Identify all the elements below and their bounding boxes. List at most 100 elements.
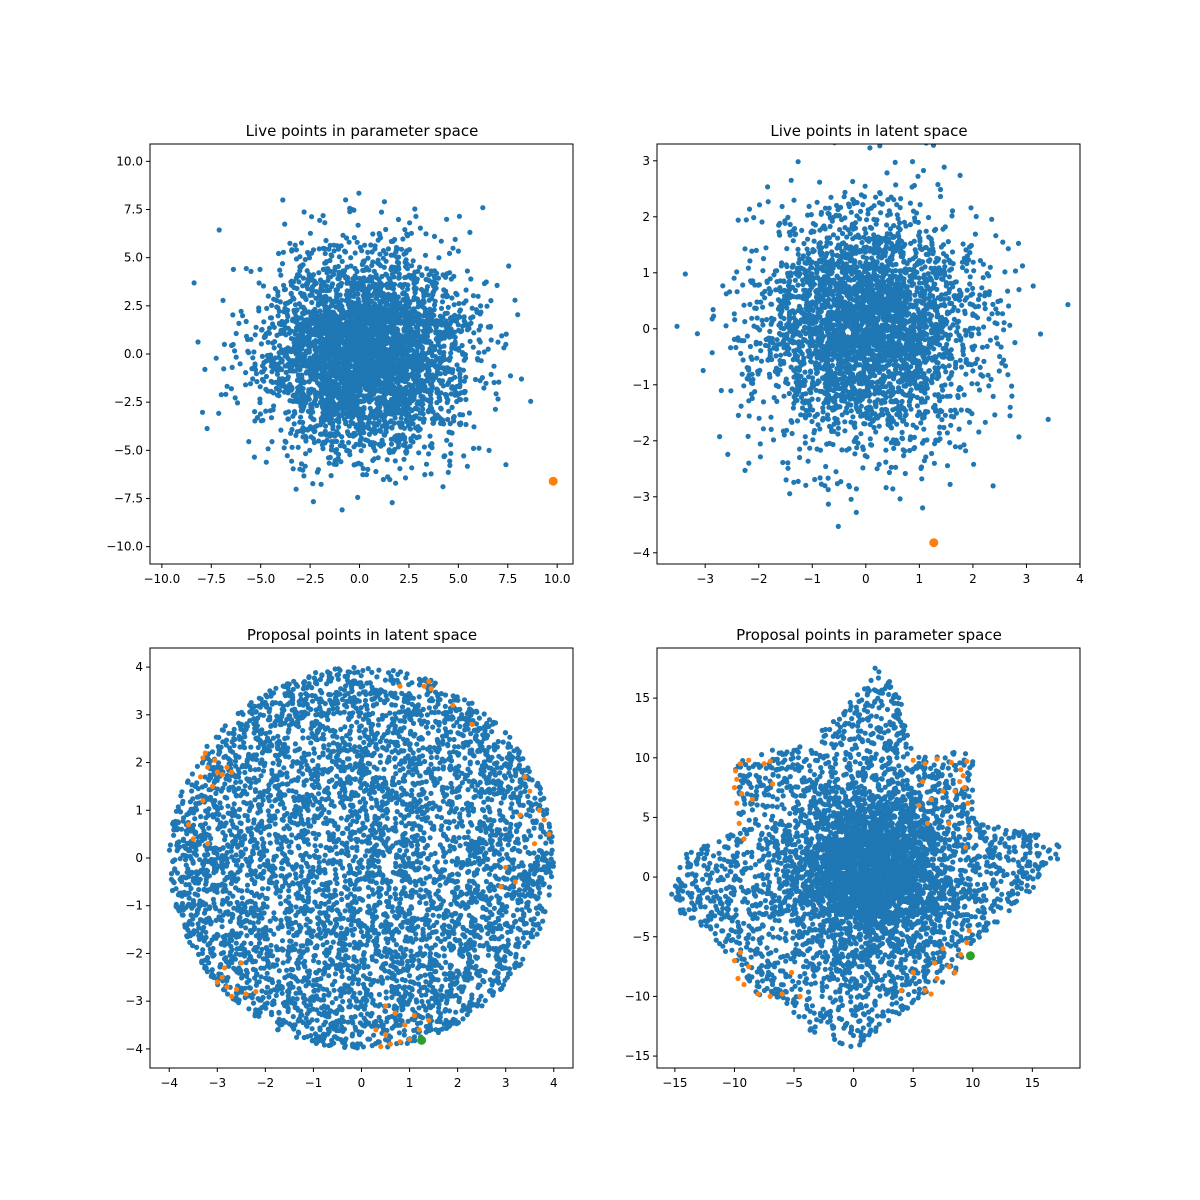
live-point [457, 397, 464, 403]
live-point [362, 327, 368, 333]
live-point [404, 282, 411, 288]
live-point [364, 372, 370, 378]
live-point [1005, 372, 1011, 378]
live-point [313, 295, 319, 301]
live-point [429, 295, 435, 301]
live-point [757, 454, 764, 460]
live-point [859, 239, 865, 246]
live-point [407, 316, 413, 322]
live-point [1001, 320, 1007, 326]
live-point [309, 292, 315, 298]
live-point [399, 284, 405, 290]
live-point [842, 428, 848, 434]
live-point [977, 258, 984, 264]
live-point [309, 214, 315, 220]
live-point [265, 446, 271, 452]
live-point [419, 366, 425, 372]
live-point [301, 380, 307, 386]
live-point [326, 460, 332, 466]
live-point [326, 386, 332, 393]
live-point [360, 373, 366, 379]
scatter-marks [674, 144, 1071, 548]
live-point [331, 401, 337, 407]
live-point [388, 436, 394, 442]
live-point [740, 282, 746, 288]
live-point [470, 344, 476, 350]
live-point [326, 333, 332, 339]
live-point [288, 335, 294, 342]
live-point [384, 347, 390, 354]
live-point [412, 317, 418, 323]
live-point [481, 349, 487, 355]
live-point [326, 337, 332, 343]
live-point [835, 235, 841, 241]
live-point [438, 344, 444, 350]
live-point [428, 268, 434, 274]
live-point [409, 308, 415, 314]
live-point [376, 261, 382, 267]
live-point [332, 325, 338, 331]
live-point [400, 364, 406, 370]
live-point [913, 210, 920, 216]
live-point [443, 392, 449, 398]
live-point [356, 275, 363, 282]
live-point [488, 337, 494, 343]
live-point [318, 481, 324, 487]
live-point [388, 449, 395, 455]
live-point [404, 359, 411, 365]
live-point [430, 377, 436, 383]
live-point [464, 268, 470, 274]
live-point [280, 197, 286, 203]
live-point [438, 238, 444, 244]
live-point [477, 339, 483, 345]
live-point [228, 386, 234, 392]
live-point [310, 364, 316, 370]
live-point [452, 236, 458, 242]
live-point [485, 346, 491, 352]
live-point [403, 376, 409, 382]
live-point [326, 355, 332, 361]
live-point [289, 248, 295, 254]
live-point [503, 341, 509, 347]
live-point [331, 298, 337, 305]
live-point [341, 443, 347, 450]
live-point [332, 373, 338, 379]
live-point [355, 358, 361, 365]
live-point [924, 395, 931, 401]
live-point [319, 325, 325, 331]
live-point [475, 293, 481, 299]
live-point [316, 438, 322, 444]
live-point [414, 406, 420, 412]
live-point [408, 230, 414, 236]
live-point [376, 230, 382, 237]
live-point [283, 439, 289, 445]
live-point [464, 463, 470, 469]
y-axis: 10.07.55.02.50.0−2.5−5.0−7.5−10.0 [106, 154, 150, 554]
live-point [349, 309, 355, 315]
live-point [456, 213, 462, 219]
live-point [376, 277, 382, 283]
live-point [309, 426, 315, 432]
live-point [974, 356, 980, 362]
live-point [393, 368, 399, 374]
live-point [447, 366, 453, 372]
live-point [469, 305, 475, 311]
live-point [421, 416, 427, 422]
live-point [368, 369, 374, 375]
live-point [359, 248, 365, 254]
live-point [340, 232, 346, 238]
live-point [288, 364, 295, 370]
live-point [368, 395, 374, 401]
live-point [446, 250, 453, 256]
live-point [375, 455, 381, 461]
live-point [256, 280, 262, 286]
live-point [444, 381, 451, 388]
live-point [413, 425, 419, 431]
live-point [248, 268, 254, 274]
live-point [948, 407, 954, 414]
live-point [342, 371, 348, 378]
live-point [312, 377, 318, 383]
live-point [419, 300, 425, 306]
live-point [431, 283, 437, 289]
live-point [376, 342, 382, 348]
